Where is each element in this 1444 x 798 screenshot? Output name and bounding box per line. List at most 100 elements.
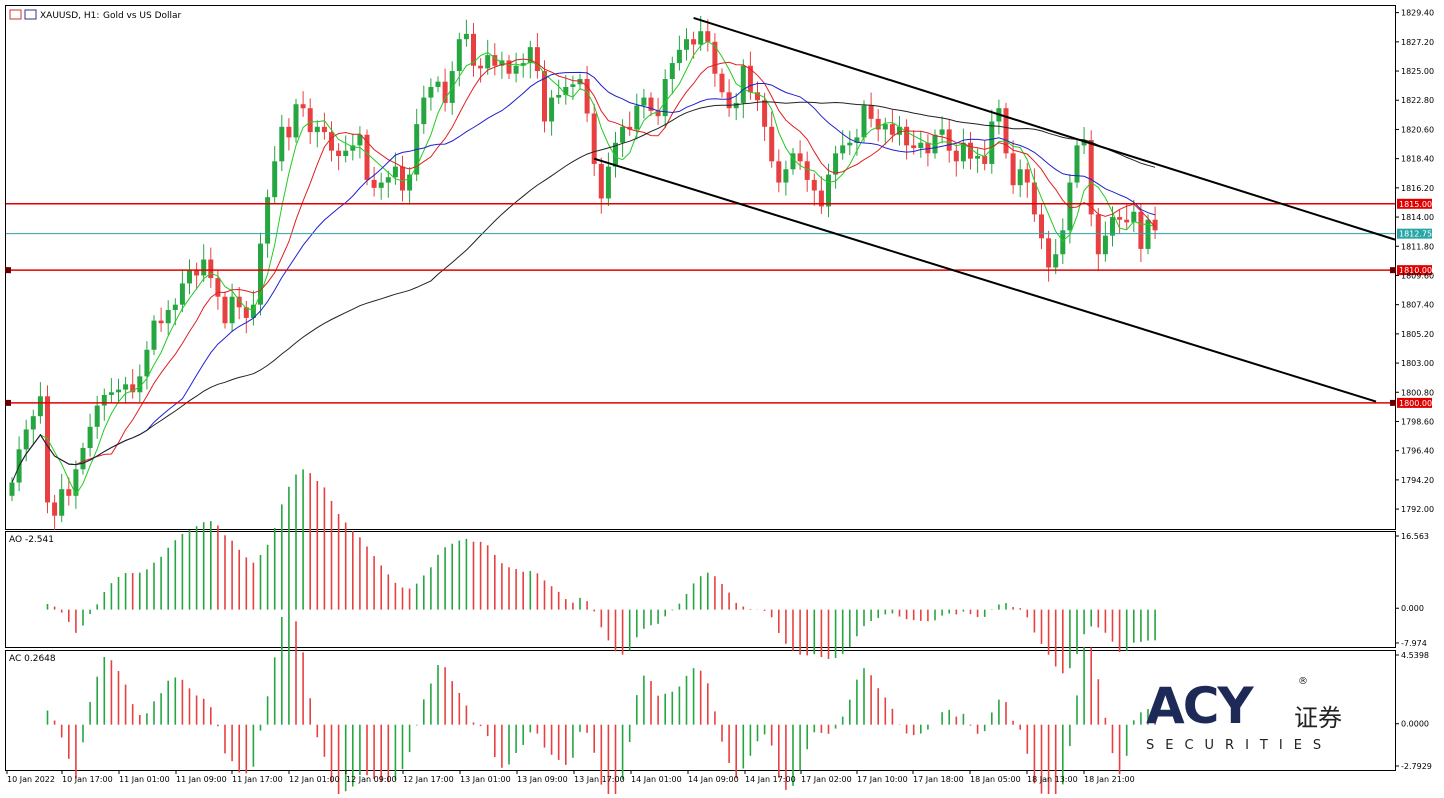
- candle: [343, 135, 349, 163]
- candle-body: [762, 100, 768, 127]
- chart-symbol: XAUUSD, H1:: [40, 11, 99, 21]
- candle-body: [165, 309, 171, 324]
- candle: [506, 55, 512, 80]
- candle: [833, 145, 839, 189]
- candle-body: [719, 73, 725, 93]
- candle-body: [542, 71, 547, 122]
- candle: [222, 291, 228, 329]
- price-tick-label: 1818.40: [1401, 155, 1434, 164]
- candle-body: [833, 153, 839, 175]
- candle-body: [1110, 217, 1115, 236]
- candle: [329, 121, 334, 162]
- candle: [66, 477, 72, 506]
- candle: [875, 109, 881, 142]
- ao-tick-label: -7.974: [1401, 639, 1427, 648]
- candle-body: [485, 55, 491, 69]
- ao-panel-frame: [5, 531, 1396, 648]
- candle-body: [669, 63, 675, 80]
- candle: [364, 129, 370, 186]
- candle: [123, 376, 129, 404]
- candle-body: [343, 150, 349, 156]
- candle-body: [811, 179, 817, 191]
- candle-body: [37, 396, 43, 417]
- candle: [513, 52, 519, 83]
- candle-body: [712, 41, 718, 74]
- candle: [1003, 102, 1009, 159]
- candle: [392, 152, 398, 185]
- ao-label: AO -2.541: [9, 535, 54, 545]
- candle: [556, 79, 562, 105]
- candle: [1131, 199, 1137, 233]
- candle-body: [108, 392, 114, 395]
- candle-body: [960, 142, 966, 162]
- candle-body: [1053, 254, 1059, 268]
- candle-body: [1067, 182, 1073, 231]
- candle-body: [932, 134, 938, 154]
- candle: [321, 112, 327, 140]
- candle: [80, 442, 86, 475]
- time-tick-label: 13 Jan 09:00: [517, 775, 568, 784]
- candle: [1039, 203, 1044, 250]
- candle: [116, 378, 121, 404]
- candle-body: [790, 153, 796, 170]
- candle: [975, 148, 981, 173]
- candle-body: [854, 137, 860, 143]
- candle-body: [392, 166, 398, 178]
- candle-body: [130, 384, 136, 393]
- candle: [953, 144, 959, 177]
- time-tick-label: 11 Jan 17:00: [232, 775, 283, 784]
- logo-brand: ACY: [1146, 677, 1254, 735]
- candle: [492, 43, 498, 76]
- candle: [1095, 207, 1101, 270]
- candle: [1010, 140, 1016, 194]
- time-tick-label: 14 Jan 17:00: [745, 775, 796, 784]
- candle-body: [329, 132, 334, 151]
- candle-body: [598, 163, 604, 199]
- candle: [946, 119, 952, 163]
- candle-body: [726, 92, 732, 109]
- candle-body: [897, 126, 902, 135]
- candle-body: [911, 145, 917, 149]
- price-tick-label: 1827.20: [1401, 38, 1434, 47]
- candle-body: [698, 31, 704, 45]
- candle-body: [1145, 219, 1151, 249]
- candle: [336, 143, 342, 171]
- candle-body: [1031, 182, 1037, 215]
- candle-body: [1124, 219, 1130, 223]
- candle-body: [918, 142, 924, 149]
- time-tick-label: 18 Jan 13:00: [1027, 775, 1078, 784]
- candle-body: [286, 126, 292, 138]
- candle: [1031, 168, 1037, 222]
- candle-body: [882, 124, 888, 130]
- candle-body: [23, 429, 29, 450]
- candle: [243, 300, 249, 334]
- candle: [1017, 159, 1023, 198]
- candle: [818, 176, 824, 214]
- time-tick-label: 11 Jan 09:00: [176, 775, 227, 784]
- candle-body: [80, 448, 86, 470]
- price-tick-label: 1796.40: [1401, 447, 1434, 456]
- candle-body: [534, 47, 540, 72]
- candle: [641, 88, 647, 119]
- candle: [179, 269, 185, 313]
- candle-body: [279, 126, 285, 162]
- candle: [868, 92, 874, 128]
- candle: [613, 131, 618, 178]
- time-tick-label: 10 Jan 2022: [7, 775, 55, 784]
- price-tick-label: 1803.00: [1401, 359, 1434, 368]
- candle: [932, 129, 938, 159]
- candle: [194, 262, 200, 290]
- candle: [1074, 140, 1080, 188]
- candle-body: [840, 145, 846, 154]
- candle-body: [307, 108, 313, 133]
- candle: [421, 85, 427, 134]
- time-tick-label: 11 Jan 01:00: [119, 775, 170, 784]
- candle-body: [797, 153, 803, 162]
- candle: [733, 93, 739, 121]
- candle: [811, 173, 817, 206]
- candle: [357, 126, 363, 159]
- candle: [485, 39, 491, 75]
- price-tick-label: 1800.80: [1401, 388, 1434, 397]
